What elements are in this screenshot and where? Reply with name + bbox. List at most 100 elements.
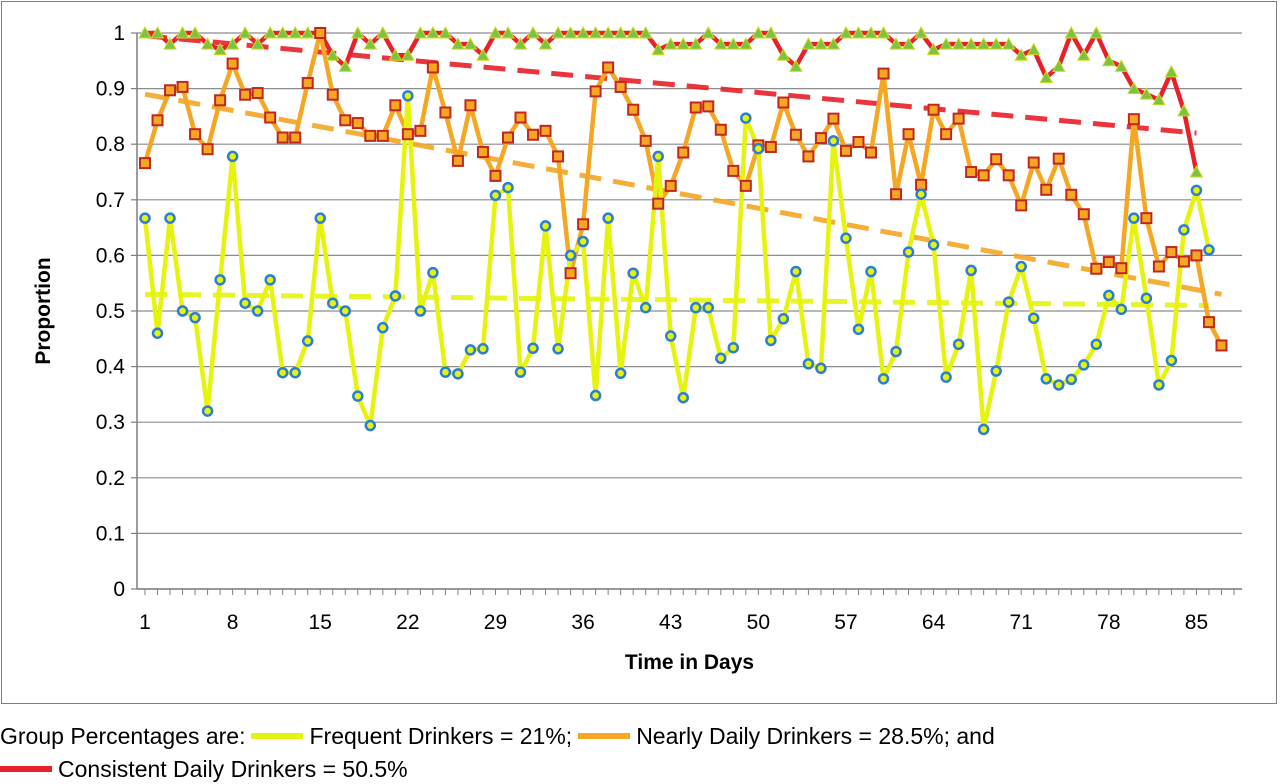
point-s2-28 [488, 25, 503, 39]
point-s1-31 [527, 128, 540, 141]
point-s1-9 [251, 87, 264, 100]
point-s0-64 [940, 371, 952, 383]
point-s1-29 [502, 131, 514, 144]
point-s2-31 [526, 25, 540, 39]
point-s1-82 [1165, 246, 1178, 259]
point-s0-24 [439, 366, 452, 378]
point-s1-63 [927, 103, 940, 116]
point-s0-84 [1190, 184, 1203, 197]
point-s2-50 [764, 25, 778, 39]
x-tick-label-0: 1 [139, 611, 151, 634]
point-s1-4 [189, 128, 202, 141]
point-s0-1 [151, 327, 164, 339]
point-s0-77 [1103, 289, 1115, 302]
point-s0-7 [226, 150, 239, 163]
point-s2-11 [275, 25, 290, 39]
point-s2-76 [1089, 25, 1104, 39]
point-s2-71 [1026, 42, 1041, 56]
point-s0-29 [502, 181, 514, 194]
point-s0-79 [1128, 212, 1140, 224]
point-s1-75 [1077, 208, 1090, 221]
point-s2-5 [200, 37, 215, 50]
legend-swatch-frequent [251, 732, 304, 739]
point-s2-20 [388, 48, 403, 61]
point-s0-17 [352, 390, 364, 402]
point-s1-86 [1215, 339, 1228, 352]
point-s0-14 [314, 212, 326, 224]
point-s0-43 [677, 391, 689, 404]
point-s2-61 [901, 37, 916, 50]
point-s0-5 [201, 405, 214, 417]
point-s0-78 [1115, 303, 1128, 316]
point-s1-64 [940, 128, 953, 141]
point-s2-60 [889, 37, 903, 50]
point-s0-74 [1065, 373, 1078, 386]
point-s1-21 [401, 128, 414, 141]
point-s0-20 [389, 290, 402, 302]
point-s2-2 [163, 37, 177, 50]
point-s2-45 [701, 25, 716, 39]
point-s2-26 [463, 37, 478, 50]
point-s0-37 [602, 212, 614, 224]
point-s1-25 [451, 154, 464, 167]
y-tick-label-7: 0.7 [96, 189, 125, 212]
point-s0-48 [740, 112, 752, 124]
point-s0-59 [877, 373, 890, 385]
point-s2-72 [1039, 70, 1054, 83]
point-s2-83 [1177, 103, 1191, 117]
point-s1-69 [1002, 169, 1015, 182]
point-s2-36 [588, 25, 603, 39]
point-s1-79 [1127, 113, 1140, 126]
point-s1-56 [839, 144, 852, 157]
x-tick-label-7: 50 [747, 611, 770, 634]
point-s0-23 [427, 266, 439, 279]
point-s0-58 [865, 265, 877, 278]
point-s1-65 [952, 112, 965, 125]
point-s2-78 [1114, 59, 1129, 72]
trend-line-2 [144, 33, 1197, 136]
point-s2-17 [350, 25, 365, 39]
point-s2-32 [538, 37, 553, 50]
x-tick-label-3: 22 [396, 611, 419, 634]
point-s1-77 [1102, 256, 1115, 269]
point-s1-37 [602, 61, 615, 74]
y-tick-label-10: 1 [113, 22, 125, 45]
legend-label-frequent: Frequent Drinkers = 21%; [309, 723, 573, 749]
point-s0-35 [577, 235, 589, 248]
legend-label-nearly: Nearly Daily Drinkers = 28.5%; and [636, 723, 995, 749]
point-s1-66 [965, 166, 978, 178]
point-s0-57 [852, 323, 865, 336]
legend-intro: Group Percentages are: [0, 723, 246, 749]
point-s0-26 [464, 344, 477, 356]
point-s0-81 [1153, 379, 1165, 391]
point-s2-54 [814, 37, 828, 50]
point-s1-81 [1152, 260, 1165, 273]
point-s1-0 [139, 157, 151, 170]
point-s2-25 [451, 37, 465, 50]
point-s1-52 [789, 128, 802, 141]
point-s1-13 [301, 77, 314, 90]
point-s1-30 [514, 111, 527, 124]
x-tick-label-12: 85 [1185, 611, 1208, 634]
point-s0-72 [1040, 373, 1052, 385]
y-tick-label-5: 0.5 [96, 300, 125, 323]
trend-line-1 [144, 91, 1222, 297]
y-tick-label-0: 0 [113, 578, 125, 601]
point-s0-18 [364, 419, 377, 432]
point-s2-1 [150, 25, 165, 39]
point-s1-74 [1065, 188, 1078, 201]
point-s2-34 [563, 25, 578, 39]
line-chart: 0 0.1 0.2 0.3 0.4 0.5 0.6 0.7 0.8 0.9 1 1 8 15 22 29 36… [32, 22, 1242, 674]
point-s2-24 [438, 25, 453, 39]
point-s1-51 [777, 96, 790, 109]
point-s1-11 [276, 131, 289, 144]
x-axis-ticks: 1 8 15 22 29 36 43 50 57 64 71 78 85 [139, 589, 1235, 634]
point-s1-6 [214, 94, 227, 107]
point-s2-65 [951, 37, 966, 50]
y-tick-label-1: 0.1 [96, 522, 125, 545]
point-s2-8 [238, 25, 252, 39]
point-s2-47 [726, 37, 741, 50]
point-s2-42 [663, 37, 678, 50]
point-s0-39 [627, 267, 639, 279]
legend-row-1: Group Percentages are: Frequent Drinkers … [0, 722, 995, 750]
